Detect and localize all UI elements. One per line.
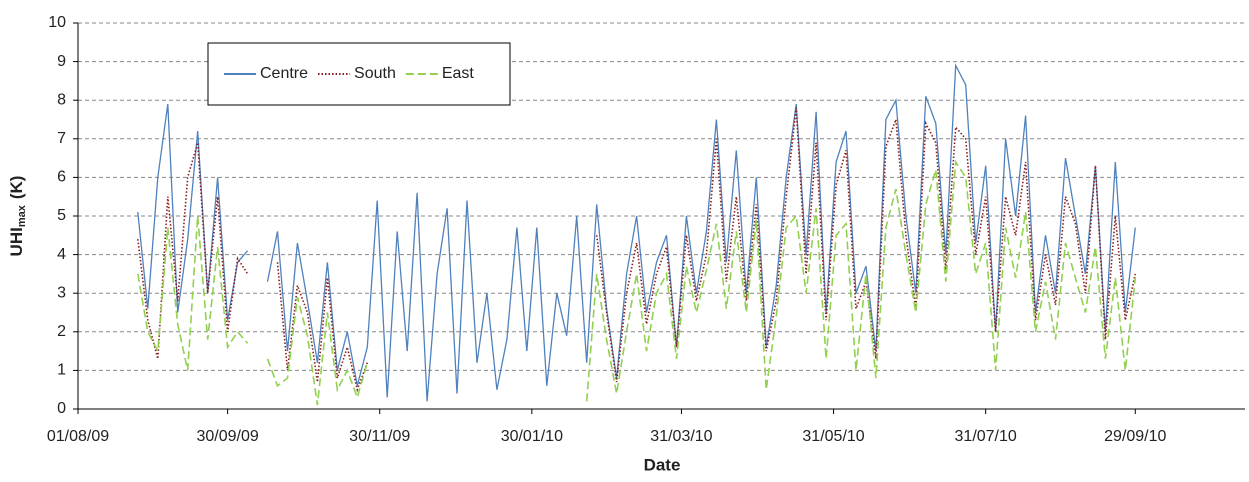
legend-label: East [442, 65, 475, 82]
y-tick-label: 7 [57, 130, 66, 147]
legend-label: Centre [260, 65, 308, 82]
x-tick-label: 29/09/10 [1104, 428, 1166, 445]
y-axis-title-unit: (K) [7, 176, 26, 200]
series-line [137, 159, 1137, 406]
x-tick-label: 30/01/10 [501, 428, 563, 445]
y-axis-title: UHImax (K) [7, 176, 27, 257]
series-line [137, 107, 1137, 393]
x-tick-label: 31/03/10 [650, 428, 712, 445]
y-tick-label: 0 [57, 400, 66, 417]
y-axis-title-main: UHI [7, 227, 26, 256]
x-tick-label: 30/11/09 [349, 428, 410, 445]
y-tick-label: 4 [57, 246, 66, 263]
x-axis-title: Date [644, 455, 681, 474]
y-tick-label: 2 [57, 323, 66, 340]
y-tick-label: 6 [57, 169, 66, 186]
y-tick-label: 3 [57, 284, 66, 301]
y-tick-label: 8 [57, 91, 66, 108]
x-tick-label: 31/07/10 [955, 428, 1017, 445]
y-tick-label: 10 [48, 14, 66, 31]
legend-box [207, 42, 511, 106]
y-tick-label: 1 [57, 362, 66, 379]
x-tick-label: 31/05/10 [802, 428, 864, 445]
legend-label: South [354, 65, 396, 82]
y-tick-label: 5 [57, 207, 66, 224]
x-tick-label: 01/08/09 [47, 428, 109, 445]
y-axis-title-sub: max [16, 204, 28, 227]
y-tick-label: 9 [57, 53, 66, 70]
x-tick-label: 30/09/09 [196, 428, 258, 445]
series-line [137, 63, 1136, 402]
